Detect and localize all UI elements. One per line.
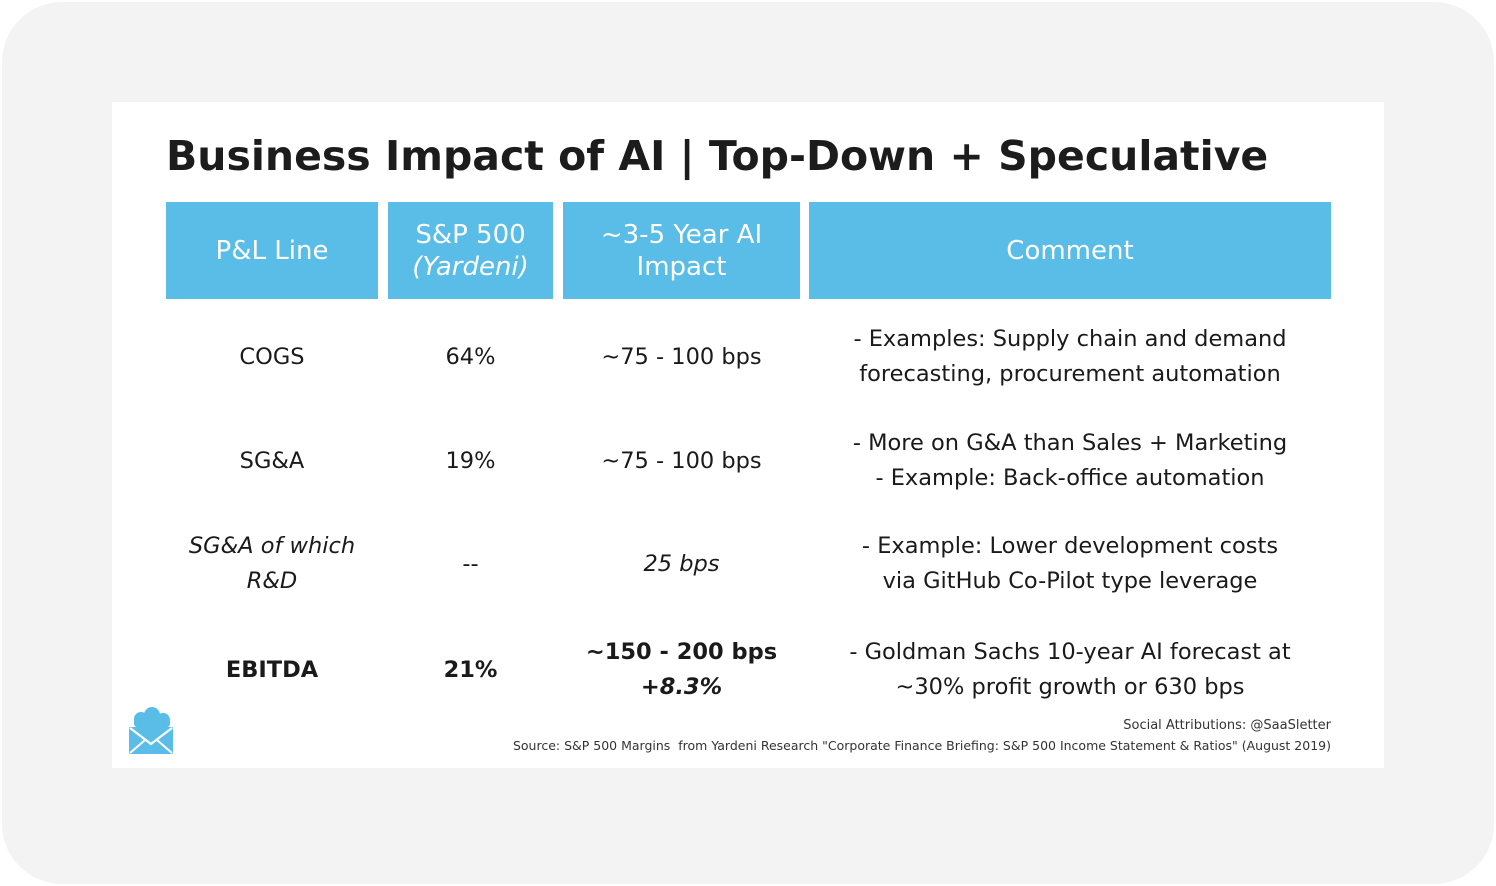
header-sp500-label: S&P 500 (415, 219, 526, 250)
cell-pl-line: EBITDA (225, 656, 319, 683)
header-comment: Comment (809, 202, 1331, 299)
cell-comment-line2: - Example: Back-office automation (875, 465, 1265, 491)
table-row-cogs-pl-line: COGS (166, 322, 378, 392)
source-note: Source: S&P 500 Margins from Yardeni Res… (512, 738, 1331, 753)
slide: Business Impact of AI | Top-Down + Specu… (112, 102, 1384, 768)
table-row-sga-comment: - More on G&A than Sales + Marketing - E… (809, 426, 1331, 496)
cell-sp500: 21% (443, 656, 498, 683)
cell-pl-line-line2: R&D (246, 568, 298, 594)
social-attribution: Social Attributions: @SaaSletter (1123, 718, 1331, 733)
table-row-ebitda-comment: - Goldman Sachs 10-year AI forecast at ~… (809, 635, 1331, 705)
header-ai-impact-line2: Impact (636, 251, 727, 282)
cell-impact-line2: +8.3% (640, 674, 723, 700)
cell-comment-line1: - Goldman Sachs 10-year AI forecast at (849, 639, 1291, 665)
cell-sp500: 64% (445, 343, 496, 370)
cell-comment-line2: forecasting, procurement automation (859, 361, 1281, 387)
table-row-cogs-sp500: 64% (388, 322, 553, 392)
table-row-cogs-impact: ~75 - 100 bps (563, 322, 800, 392)
header-pl-line: P&L Line (166, 202, 378, 299)
header-ai-impact: ~3-5 Year AI Impact (563, 202, 800, 299)
cell-pl-line-line1: SG&A of which (188, 533, 356, 559)
cell-sp500: -- (462, 550, 479, 577)
table-row-rd-pl-line: SG&A of which R&D (166, 529, 378, 599)
table-row-ebitda-impact: ~150 - 200 bps +8.3% (563, 635, 800, 705)
header-pl-line-label: P&L Line (215, 235, 329, 266)
table-row-cogs-comment: - Examples: Supply chain and demand fore… (809, 322, 1331, 392)
cell-comment-line2: ~30% profit growth or 630 bps (895, 674, 1245, 700)
header-sp500: S&P 500 (Yardeni) (388, 202, 553, 299)
cell-comment-line1: - More on G&A than Sales + Marketing (852, 430, 1288, 456)
cell-comment-line2: via GitHub Co-Pilot type leverage (882, 568, 1258, 594)
slide-title: Business Impact of AI | Top-Down + Specu… (166, 132, 1269, 180)
cell-comment-line1: - Example: Lower development costs (861, 533, 1279, 559)
table-row-sga-sp500: 19% (388, 426, 553, 496)
cell-impact: ~75 - 100 bps (601, 343, 762, 370)
table-row-rd-impact: 25 bps (563, 529, 800, 599)
envelope-cloud-logo-icon (129, 707, 173, 754)
cell-sp500: 19% (445, 447, 496, 474)
cell-impact: 25 bps (643, 550, 720, 577)
header-ai-impact-line1: ~3-5 Year AI (600, 219, 763, 250)
table-row-rd-comment: - Example: Lower development costs via G… (809, 529, 1331, 599)
cell-impact-line1: ~150 - 200 bps (585, 639, 778, 665)
header-sp500-source: (Yardeni) (412, 251, 529, 282)
cell-pl-line: SG&A (239, 447, 305, 474)
table-row-sga-pl-line: SG&A (166, 426, 378, 496)
table-row-ebitda-pl-line: EBITDA (166, 635, 378, 705)
cell-impact: ~75 - 100 bps (601, 447, 762, 474)
cell-comment-line1: - Examples: Supply chain and demand (853, 326, 1287, 352)
table-row-sga-impact: ~75 - 100 bps (563, 426, 800, 496)
table-row-rd-sp500: -- (388, 529, 553, 599)
header-comment-label: Comment (1006, 235, 1134, 266)
cell-pl-line: COGS (239, 343, 305, 370)
table-row-ebitda-sp500: 21% (388, 635, 553, 705)
